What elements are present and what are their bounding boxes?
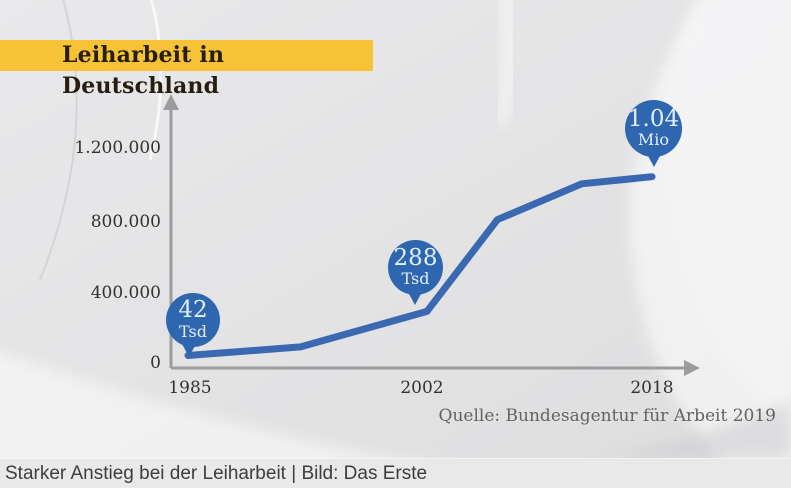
background-swooshes (0, 0, 791, 458)
y-axis-tick-label: 1.200.000 (74, 138, 161, 158)
callout-value: 42 (178, 297, 208, 324)
top-center-streak (493, 0, 518, 127)
callout-value: 288 (393, 244, 438, 271)
x-axis-tick-label: 2018 (630, 378, 674, 398)
title-banner: Leiharbeit in Deutschland (0, 40, 373, 99)
top-left-arc-dark (39, 0, 78, 281)
bottom-left-swoosh (0, 351, 395, 458)
x-axis-tick-label: 1985 (168, 378, 212, 398)
caption-text: Starker Anstieg bei der Leiharbeit | Bil… (5, 463, 428, 484)
y-axis-tick-label: 400.000 (90, 283, 161, 303)
callout-unit: Tsd (401, 269, 430, 289)
bottom-right-shadow (600, 402, 791, 458)
y-axis-tick-label: 800.000 (90, 212, 161, 232)
callout-value: 1.04 (627, 105, 680, 132)
x-axis-tick-label: 2002 (400, 378, 444, 398)
data-callout-1985: 42 Tsd (166, 293, 220, 357)
data-callout-2018: 1.04 Mio (625, 100, 682, 167)
x-axis (171, 360, 700, 376)
y-axis-arrow-icon (163, 94, 179, 110)
chart-area: Leiharbeit in Deutschland 1.200.000 800.… (0, 0, 791, 458)
data-callout-2002: 288 Tsd (388, 240, 443, 305)
caption-bar: Starker Anstieg bei der Leiharbeit | Bil… (0, 458, 791, 488)
chart-title: Leiharbeit in Deutschland (62, 42, 225, 99)
trend-line (184, 173, 656, 359)
source-credit: Quelle: Bundesagentur für Arbeit 2019 (438, 406, 776, 426)
right-curve-band (665, 0, 791, 430)
top-left-arc-light (148, 0, 163, 161)
x-axis-arrow-icon (684, 360, 700, 376)
callout-unit: Tsd (179, 321, 207, 341)
y-axis-tick-label: 0 (150, 353, 161, 373)
callout-unit: Mio (637, 130, 670, 150)
